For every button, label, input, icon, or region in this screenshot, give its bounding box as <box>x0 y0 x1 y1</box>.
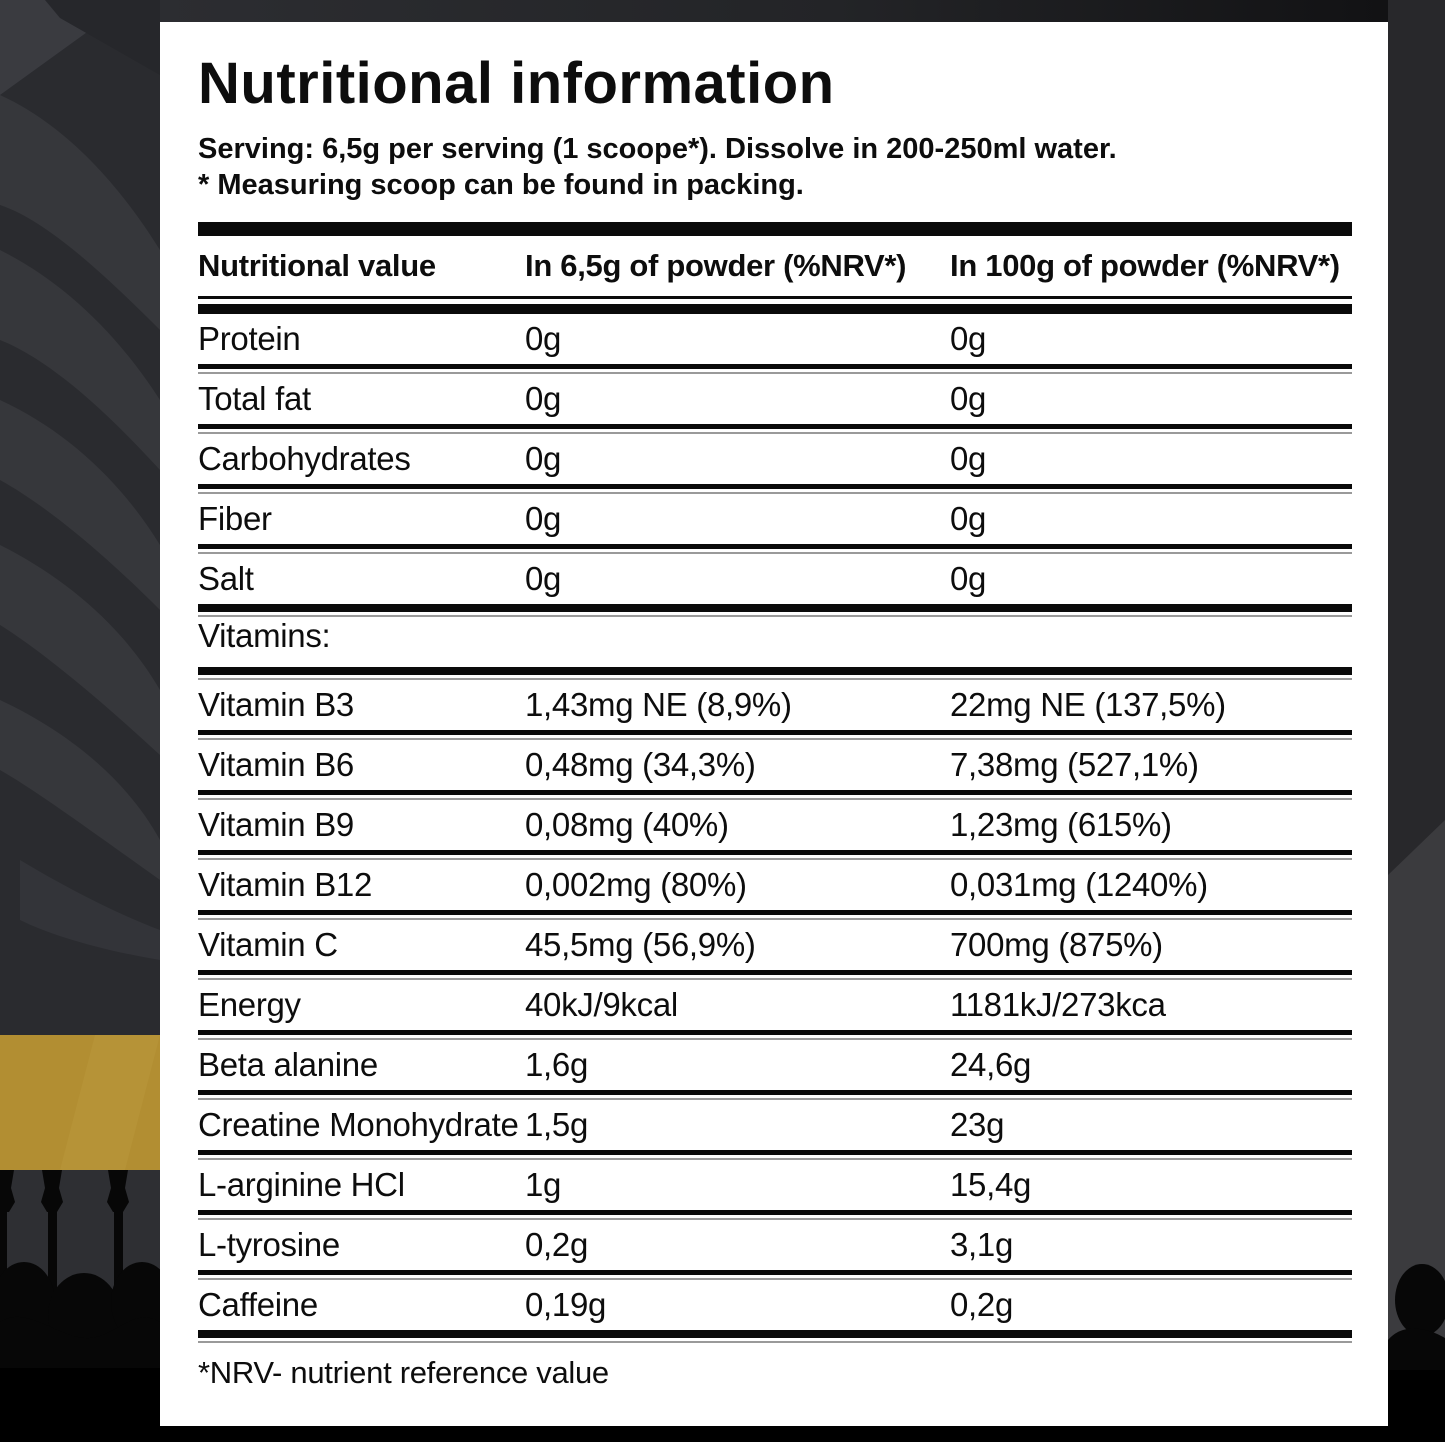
nutrient-name: Carbohydrates <box>198 439 411 477</box>
value-per-100g: 3,1g <box>950 1225 1014 1263</box>
page-title: Nutritional information <box>198 51 835 116</box>
nutrient-name: Vitamin B9 <box>198 805 354 843</box>
value-per-100g: 1181kJ/273kca <box>950 985 1166 1023</box>
value-per-serving: 0g <box>525 499 562 537</box>
column-header-per-serving: In 6,5g of powder (%NRV*) <box>525 247 907 283</box>
table-row: Carbohydrates 0g 0g <box>198 434 1352 484</box>
divider <box>198 1270 1352 1280</box>
value-per-100g: 0g <box>950 559 987 597</box>
background-bottom-strip <box>0 1424 1445 1442</box>
value-per-serving: 0,19g <box>525 1285 607 1323</box>
nutrient-name: L-arginine HCl <box>198 1165 405 1203</box>
scoop-note: * Measuring scoop can be found in packin… <box>198 169 804 202</box>
table-row: Beta alanine 1,6g 24,6g <box>198 1040 1352 1090</box>
value-per-serving: 0g <box>525 379 562 417</box>
value-per-serving: 1,6g <box>525 1045 589 1083</box>
value-per-100g: 0,2g <box>950 1285 1014 1323</box>
divider <box>198 850 1352 860</box>
nutrient-name: Energy <box>198 985 301 1023</box>
table-row: Vitamin B12 0,002mg (80%) 0,031mg (1240%… <box>198 860 1352 910</box>
value-per-serving: 0,2g <box>525 1225 589 1263</box>
nutrient-name: Vitamin B3 <box>198 685 354 723</box>
divider <box>198 544 1352 554</box>
value-per-100g: 0g <box>950 379 987 417</box>
nutrient-name: Creatine Monohydrate <box>198 1105 519 1143</box>
value-per-serving: 0,08mg (40%) <box>525 805 729 843</box>
value-per-serving: 0,002mg (80%) <box>525 865 747 903</box>
divider <box>198 424 1352 434</box>
nutrient-name: Caffeine <box>198 1285 318 1323</box>
table-section-row: Vitamins: <box>198 617 1352 667</box>
divider <box>198 1090 1352 1100</box>
nutrient-name: Fiber <box>198 499 272 537</box>
background-art-left <box>0 0 160 1442</box>
nutrient-name: Salt <box>198 559 254 597</box>
value-per-serving: 1,5g <box>525 1105 589 1143</box>
divider <box>198 790 1352 800</box>
nutrition-card: Nutritional information Serving: 6,5g pe… <box>160 22 1388 1426</box>
divider <box>198 1330 1352 1343</box>
value-per-serving: 1g <box>525 1165 562 1203</box>
value-per-100g: 0g <box>950 319 987 357</box>
nutrient-name: Vitamin B6 <box>198 745 354 783</box>
column-header-nutritional-value: Nutritional value <box>198 247 436 283</box>
divider <box>198 970 1352 980</box>
divider <box>198 1030 1352 1040</box>
value-per-100g: 15,4g <box>950 1165 1032 1203</box>
table-row: L-tyrosine 0,2g 3,1g <box>198 1220 1352 1270</box>
value-per-serving: 40kJ/9kcal <box>525 985 678 1023</box>
nutrient-name: Vitamin B12 <box>198 865 373 903</box>
nutrient-name: Protein <box>198 319 301 357</box>
column-header-per-100g: In 100g of powder (%NRV*) <box>950 247 1340 283</box>
table-row: Protein 0g 0g <box>198 314 1352 364</box>
divider <box>198 604 1352 617</box>
table-row: Fiber 0g 0g <box>198 494 1352 544</box>
divider <box>198 296 1352 314</box>
divider <box>198 667 1352 680</box>
background-art-right <box>1388 0 1445 1442</box>
table-row: Vitamin B9 0,08mg (40%) 1,23mg (615%) <box>198 800 1352 850</box>
value-per-100g: 7,38mg (527,1%) <box>950 745 1199 783</box>
divider <box>198 1150 1352 1160</box>
value-per-serving: 1,43mg NE (8,9%) <box>525 685 792 723</box>
divider <box>198 221 1352 236</box>
divider <box>198 730 1352 740</box>
value-per-100g: 1,23mg (615%) <box>950 805 1172 843</box>
value-per-100g: 0g <box>950 499 987 537</box>
section-label: Vitamins: <box>198 616 331 654</box>
table-row: Vitamin B6 0,48mg (34,3%) 7,38mg (527,1%… <box>198 740 1352 790</box>
nutrient-name: Beta alanine <box>198 1045 378 1083</box>
divider <box>198 364 1352 374</box>
nrv-footnote: *NRV- nutrient reference value <box>198 1354 609 1390</box>
table-row: Creatine Monohydrate 1,5g 23g <box>198 1100 1352 1150</box>
table-row: Total fat 0g 0g <box>198 374 1352 424</box>
table-row: Salt 0g 0g <box>198 554 1352 604</box>
table-row: Vitamin B3 1,43mg NE (8,9%) 22mg NE (137… <box>198 680 1352 730</box>
value-per-serving: 0,48mg (34,3%) <box>525 745 756 783</box>
value-per-serving: 0g <box>525 439 562 477</box>
table-header-row: Nutritional value In 6,5g of powder (%NR… <box>198 236 1352 296</box>
table-row: L-arginine HCl 1g 15,4g <box>198 1160 1352 1210</box>
value-per-100g: 24,6g <box>950 1045 1032 1083</box>
nutrient-name: Total fat <box>198 379 311 417</box>
value-per-serving: 0g <box>525 559 562 597</box>
value-per-100g: 0,031mg (1240%) <box>950 865 1208 903</box>
divider <box>198 910 1352 920</box>
table-row: Caffeine 0,19g 0,2g <box>198 1280 1352 1330</box>
table-row: Energy 40kJ/9kcal 1181kJ/273kca <box>198 980 1352 1030</box>
table-row: Vitamin C 45,5mg (56,9%) 700mg (875%) <box>198 920 1352 970</box>
value-per-100g: 700mg (875%) <box>950 925 1163 963</box>
serving-line: Serving: 6,5g per serving (1 scoope*). D… <box>198 132 1117 165</box>
divider <box>198 484 1352 494</box>
value-per-100g: 23g <box>950 1105 1005 1143</box>
nutrient-name: Vitamin C <box>198 925 338 963</box>
value-per-serving: 45,5mg (56,9%) <box>525 925 756 963</box>
value-per-100g: 22mg NE (137,5%) <box>950 685 1226 723</box>
value-per-100g: 0g <box>950 439 987 477</box>
value-per-serving: 0g <box>525 319 562 357</box>
nutrient-name: L-tyrosine <box>198 1225 340 1263</box>
divider <box>198 1210 1352 1220</box>
